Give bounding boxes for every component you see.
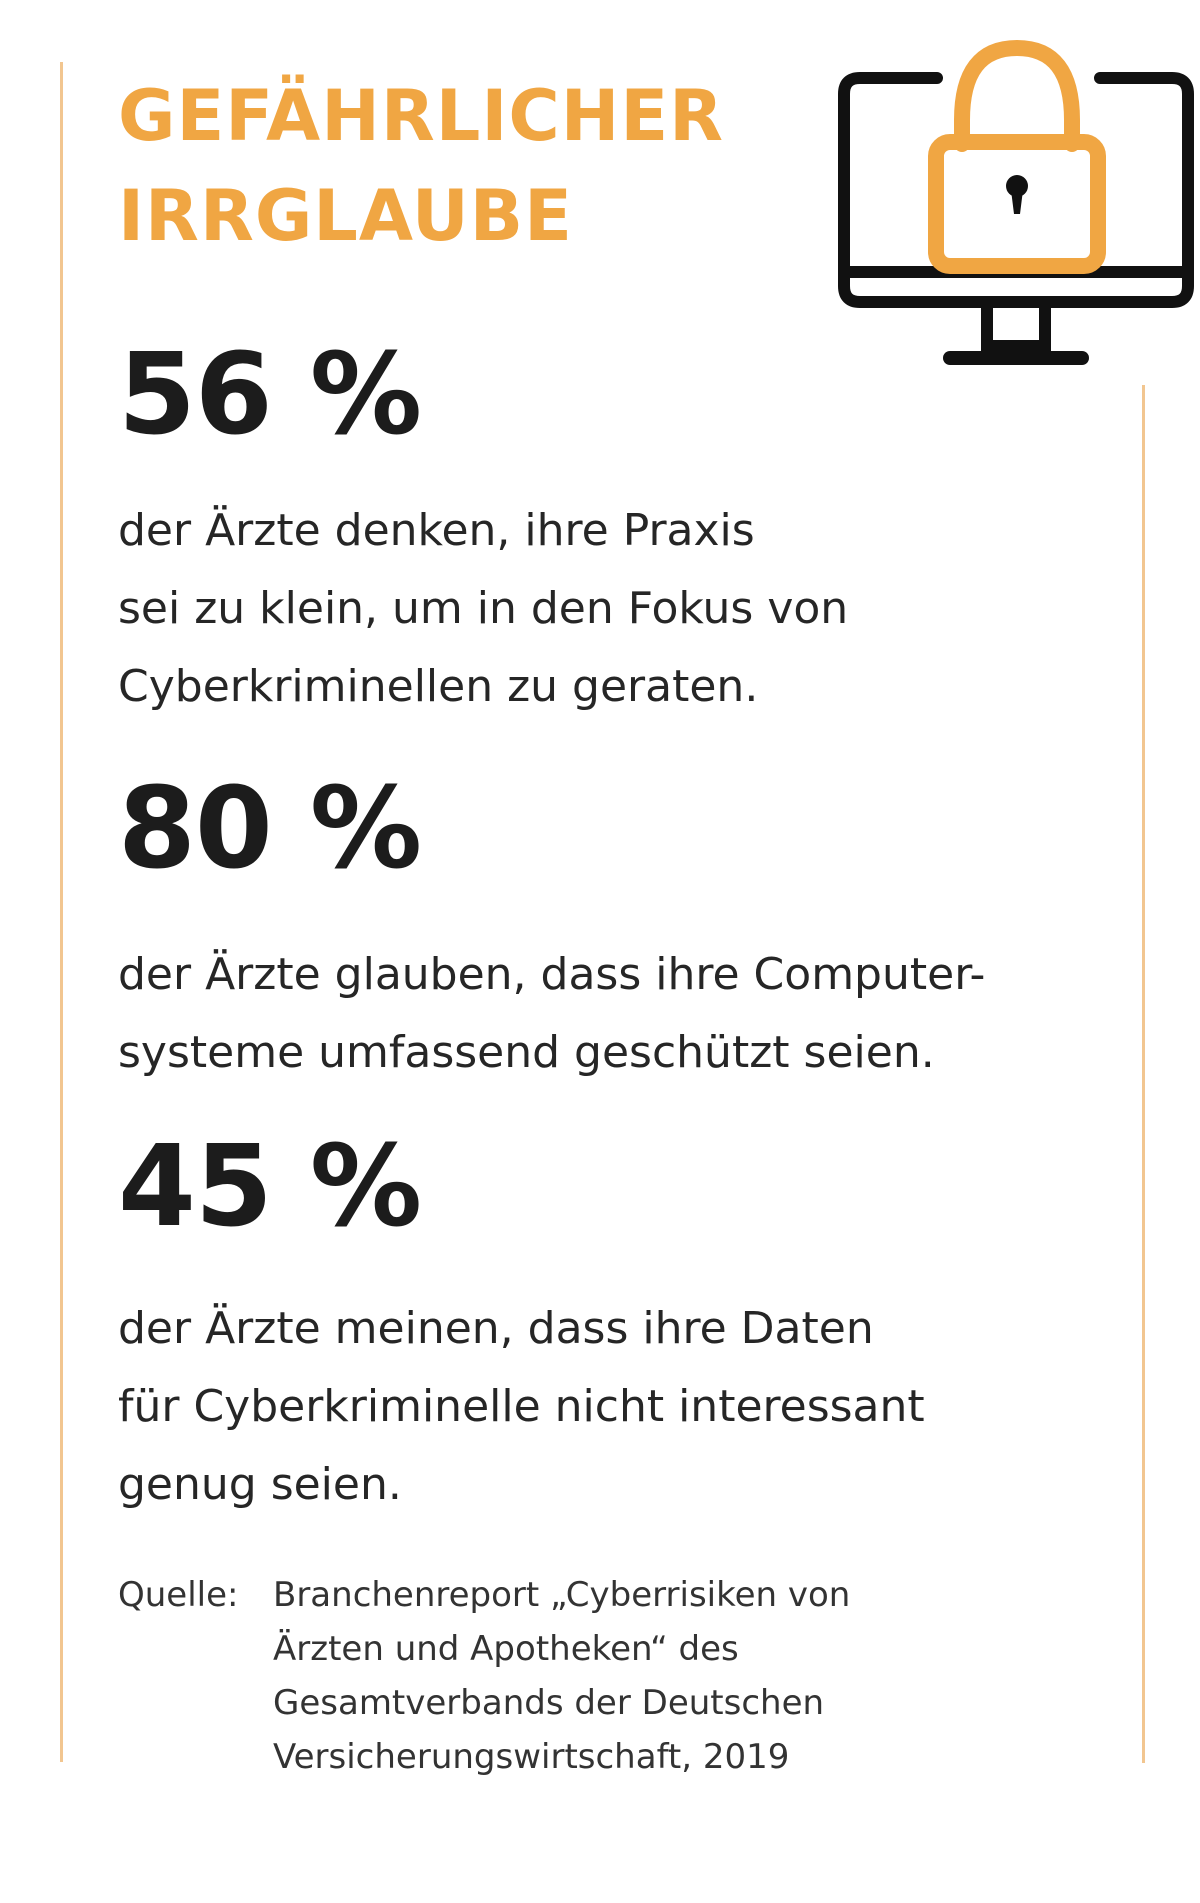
stat-text-1: der Ärzte denken, ihre Praxis sei zu kle… (118, 505, 849, 712)
title-line-2: IRRGLAUBE (118, 175, 573, 257)
frame-line-left (60, 62, 63, 1762)
stat-text-2: der Ärzte glauben, dass ihre Computer- s… (118, 949, 986, 1078)
stat-block-2: 80 % der Ärzte glauben, dass ihre Comput… (118, 764, 985, 1092)
source-note: Quelle: Branchenreport „Cyberrisiken von … (118, 1568, 850, 1784)
monitor-with-padlock-icon (838, 39, 1194, 365)
source-text: Branchenreport „Cyberrisiken von Ärzten … (273, 1575, 851, 1777)
stat-value-3: 45 % (118, 1122, 422, 1252)
stat-value-2: 80 % (118, 764, 422, 894)
title-line-1: GEFÄHRLICHER (118, 75, 725, 157)
source-label: Quelle: (118, 1575, 239, 1615)
stat-text-3: der Ärzte meinen, dass ihre Daten für Cy… (118, 1303, 925, 1510)
stat-block-3: 45 % der Ärzte meinen, dass ihre Daten f… (118, 1122, 925, 1524)
stat-value-1: 56 % (118, 330, 422, 460)
frame-line-right (1142, 385, 1145, 1763)
stat-block-1: 56 % der Ärzte denken, ihre Praxis sei z… (118, 330, 848, 726)
page-title: GEFÄHRLICHER IRRGLAUBE (118, 66, 724, 266)
